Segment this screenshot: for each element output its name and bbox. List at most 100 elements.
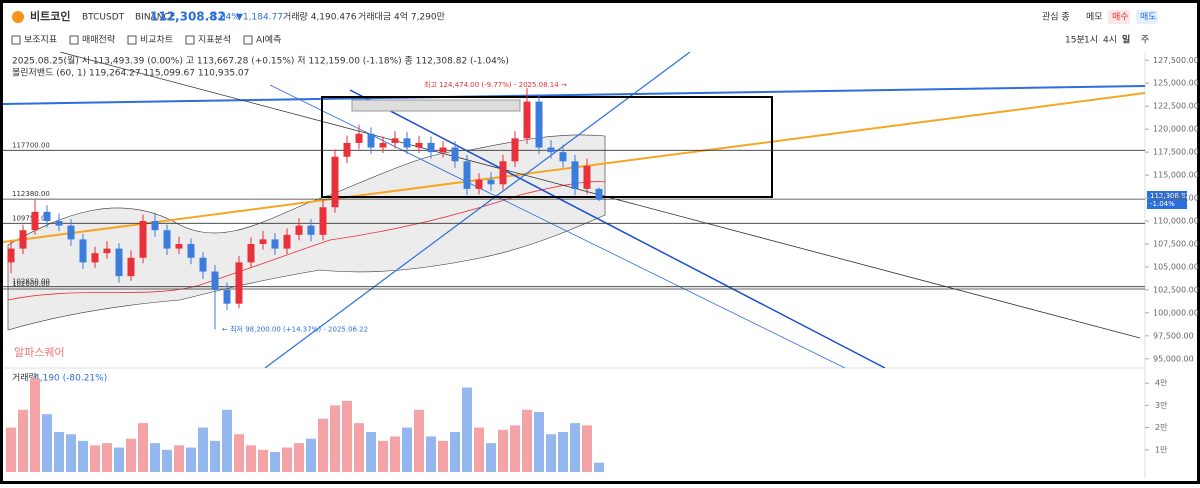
candle-body	[331, 156, 339, 208]
volume-bar	[534, 412, 544, 472]
candle-body	[391, 138, 399, 143]
volume-bar	[318, 418, 328, 472]
candle-body	[475, 179, 483, 189]
price: 112,308.82	[150, 10, 226, 24]
tool-item[interactable]: 비교차트	[140, 34, 173, 46]
volume-bar	[102, 443, 112, 472]
volume-bar	[270, 452, 280, 472]
buy-button[interactable]	[1108, 10, 1130, 24]
candle-body	[547, 147, 555, 153]
tool-item[interactable]: 보조지표	[24, 35, 57, 46]
candle-body	[271, 239, 279, 249]
symbol: BTCUSDT	[82, 13, 125, 23]
memo[interactable]: 메모	[1086, 12, 1103, 23]
period[interactable]: 1시	[1084, 35, 1098, 46]
sell-button[interactable]	[1136, 10, 1158, 24]
buy[interactable]: 매수	[1112, 12, 1129, 23]
trend-line	[264, 52, 691, 368]
volume-bar	[126, 438, 136, 472]
candle-body	[451, 147, 459, 162]
volume-bar	[474, 427, 484, 472]
period[interactable]: 4시	[1103, 35, 1117, 46]
volume-bar	[306, 438, 316, 472]
period[interactable]: 일	[1122, 34, 1130, 46]
volume-bar	[450, 432, 460, 472]
y-tick-label: 125,000.00	[1153, 79, 1199, 88]
tool-item[interactable]: 매매전략	[82, 34, 115, 46]
volume-bar	[258, 449, 268, 472]
candle-body	[211, 271, 219, 290]
candle-body	[43, 211, 51, 222]
candle-body	[427, 142, 435, 153]
candle-body	[187, 243, 195, 258]
horizontal-line-label: 109750.00	[12, 214, 50, 222]
candle-body	[199, 257, 207, 272]
tool-icon	[11, 35, 21, 45]
candle-body	[583, 165, 591, 189]
period[interactable]: 주	[1141, 35, 1149, 46]
volume-bar	[570, 423, 580, 472]
tool-icon	[69, 35, 79, 45]
tool-icon	[243, 35, 253, 45]
watch[interactable]: 관심 종	[1042, 12, 1070, 23]
y-tick-label: 115,000.00	[1153, 171, 1199, 180]
candle-body	[571, 161, 579, 189]
y-tick-label: 112,500.00	[1153, 194, 1199, 203]
price-tag	[1147, 191, 1187, 209]
candle-body	[355, 133, 363, 143]
volume-bar	[582, 425, 592, 472]
volume-bar	[498, 429, 508, 472]
tool-item[interactable]: AI예측	[256, 35, 281, 46]
candle-body	[367, 133, 375, 148]
candle-body	[151, 221, 159, 231]
y-tick-label: 122,500.00	[1153, 102, 1199, 111]
horizontal-line-label: 102850.00	[12, 278, 50, 286]
volume-bar	[210, 440, 220, 472]
sell[interactable]: 매도	[1140, 12, 1157, 23]
candle-body	[343, 142, 351, 157]
volume-bar	[462, 387, 472, 472]
candle-body	[463, 161, 471, 189]
candle-body	[115, 248, 123, 277]
y-tick-label: 117,500.00	[1153, 148, 1199, 157]
volume-bar	[42, 414, 52, 472]
volume-bar	[522, 409, 532, 472]
candle-body	[67, 225, 75, 240]
volume-tick-label: 4만	[1155, 379, 1168, 388]
candle-body	[595, 188, 603, 200]
volume-bar	[438, 440, 448, 472]
volume-bar	[78, 440, 88, 472]
candle-body	[247, 243, 255, 263]
period[interactable]: 15분	[1065, 35, 1085, 46]
candle-body	[91, 253, 99, 263]
candle-body	[127, 257, 135, 277]
volume-bar	[402, 427, 412, 472]
volume-bar	[198, 427, 208, 472]
y-tick-label: 110,000.00	[1153, 217, 1199, 226]
tool-item[interactable]: 지표분석	[198, 35, 231, 46]
candle-body	[235, 262, 243, 304]
volume-bar	[114, 447, 124, 472]
horizontal-line-label: 102600.00	[12, 280, 50, 288]
volume-bar	[330, 405, 340, 472]
y-tick-label: 127,500.00	[1153, 56, 1199, 65]
volume-bar	[594, 462, 604, 472]
volume-bar	[30, 378, 40, 472]
volume-bar	[234, 434, 244, 472]
y-tick-label: 107,500.00	[1153, 239, 1199, 248]
coin-name: 비트코인	[30, 9, 70, 23]
candle-body	[415, 142, 423, 148]
volume-bar	[510, 425, 520, 472]
candle-body	[175, 243, 183, 249]
drawings	[3, 52, 1145, 368]
y-tick-label: 97,500.00	[1153, 331, 1194, 340]
high-annotation: 최고 124,474.00 (-9.77%) - 2025.08.14 →	[424, 80, 567, 89]
y-tick-label: 100,000.00	[1153, 308, 1199, 317]
candle-body	[295, 225, 303, 235]
bollinger-info: 볼린저밴드 (60, 1) 119,264.27 115,099.67 110,…	[12, 68, 249, 79]
candle-body	[79, 239, 87, 263]
moving-average	[7, 181, 606, 301]
horizontal-line-label: 117700.00	[12, 141, 50, 149]
volume-bar	[66, 434, 76, 472]
